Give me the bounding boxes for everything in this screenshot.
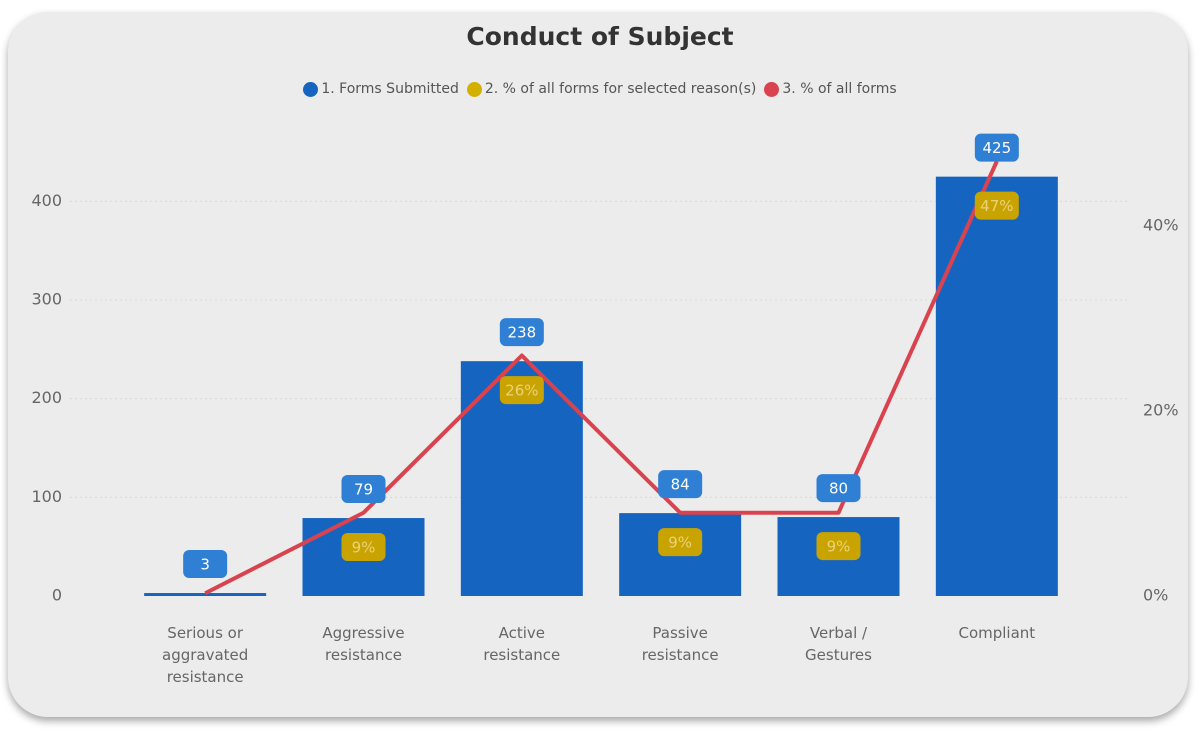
legend-label: 2. % of all forms for selected reason(s)	[484, 81, 757, 97]
data-label: 238	[508, 324, 537, 342]
data-label-box	[499, 376, 544, 405]
legend-item: 2. % of all forms for selected reason(s)	[466, 81, 757, 97]
legend-label: 3. % of all forms	[782, 81, 897, 97]
data-label: 80	[829, 480, 848, 498]
data-label-box	[974, 191, 1019, 220]
data-label: 9%	[668, 534, 692, 552]
legend-marker	[764, 81, 780, 97]
x-tick-label: Passive resistance	[641, 624, 719, 664]
data-label: 26%	[505, 382, 538, 400]
x-tick-label: Active resistance	[483, 624, 561, 664]
data-label: 9%	[827, 538, 851, 556]
bar	[935, 176, 1058, 596]
y2-tick-label: 20%	[1143, 401, 1179, 420]
x-tick-label: Verbal / Gestures	[805, 624, 872, 664]
x-tick-label: Compliant	[958, 624, 1036, 642]
y2-tick-label: 0%	[1143, 586, 1168, 605]
y-tick-label: 200	[31, 388, 62, 407]
chart-title: Conduct of Subject	[466, 22, 734, 51]
bar	[144, 593, 267, 596]
data-label-box	[183, 550, 228, 579]
legend-item: 3. % of all forms	[764, 81, 897, 97]
data-label-box	[341, 533, 386, 562]
data-label-box	[974, 133, 1019, 162]
data-label: 47%	[980, 197, 1013, 215]
legend-marker	[466, 81, 482, 97]
data-label: 9%	[352, 539, 376, 557]
legend: 1. Forms Submitted 2. % of all forms for …	[0, 81, 1200, 97]
data-label-box	[816, 532, 861, 561]
data-label-box	[816, 474, 861, 503]
legend-marker	[303, 81, 319, 97]
data-label: 84	[671, 476, 690, 494]
data-label: 3	[200, 556, 210, 574]
data-label-box	[499, 318, 544, 347]
x-tick-label: Serious or aggravated resistance	[162, 624, 249, 686]
data-label-box	[658, 528, 703, 557]
y-tick-label: 400	[31, 191, 62, 210]
data-label-box	[658, 470, 703, 499]
line	[204, 160, 999, 596]
data-label: 425	[983, 139, 1012, 157]
legend-label: 1. Forms Submitted	[321, 81, 459, 97]
x-tick-label: Aggressive resistance	[322, 624, 405, 664]
legend-item: 1. Forms Submitted	[303, 81, 459, 97]
data-label: 79	[354, 481, 373, 499]
y2-tick-label: 40%	[1143, 216, 1179, 235]
y-tick-label: 300	[31, 290, 62, 309]
y-tick-label: 100	[31, 487, 62, 506]
data-label-box	[341, 475, 386, 504]
y-tick-label: 0	[52, 586, 62, 605]
